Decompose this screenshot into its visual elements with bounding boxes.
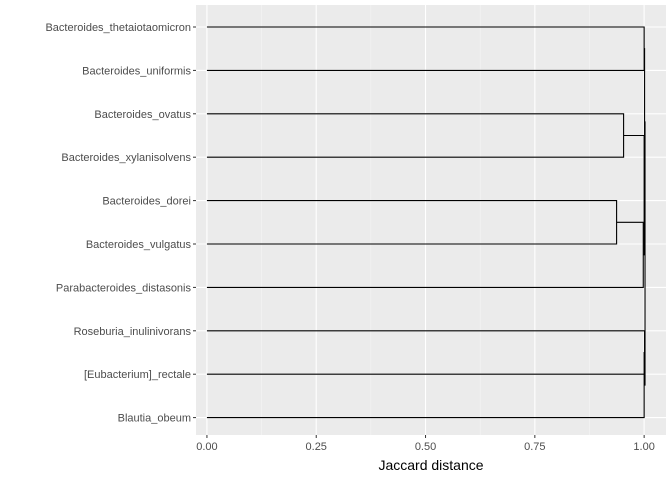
x-axis-title: Jaccard distance [378, 457, 483, 473]
dendrogram-branch [644, 121, 646, 386]
leaf-label: Bacteroides_vulgatus [86, 239, 192, 251]
x-tick-label: 0.00 [196, 441, 217, 453]
leaf-label: Blautia_obeum [118, 413, 191, 425]
leaf-label: [Eubacterium]_rectale [84, 369, 191, 381]
leaf-label: Bacteroides_ovatus [94, 109, 191, 121]
leaf-label: Bacteroides_thetaiotaomicron [45, 22, 191, 34]
leaf-label: Bacteroides_uniformis [82, 65, 191, 77]
leaf-label: Bacteroides_dorei [102, 196, 191, 208]
dendrogram-branches [206, 26, 646, 419]
plot-panel [196, 5, 666, 435]
x-tick-label: 0.50 [415, 441, 436, 453]
x-axis: 0.00 0.25 0.50 0.75 1.00 [196, 435, 655, 453]
y-axis: Bacteroides_thetaiotaomicron Bacteroides_… [45, 22, 196, 425]
x-tick-label: 0.75 [524, 441, 545, 453]
grid-minor [261, 5, 590, 435]
dendrogram-branch [206, 200, 618, 245]
x-tick-label: 0.25 [306, 441, 327, 453]
leaf-label: Roseburia_inulinivorans [74, 326, 192, 338]
leaf-label: Bacteroides_xylanisolvens [61, 152, 191, 164]
x-tick-label: 1.00 [633, 441, 654, 453]
leaf-label: Parabacteroides_distasonis [56, 282, 192, 294]
dendrogram-branch [206, 221, 644, 288]
